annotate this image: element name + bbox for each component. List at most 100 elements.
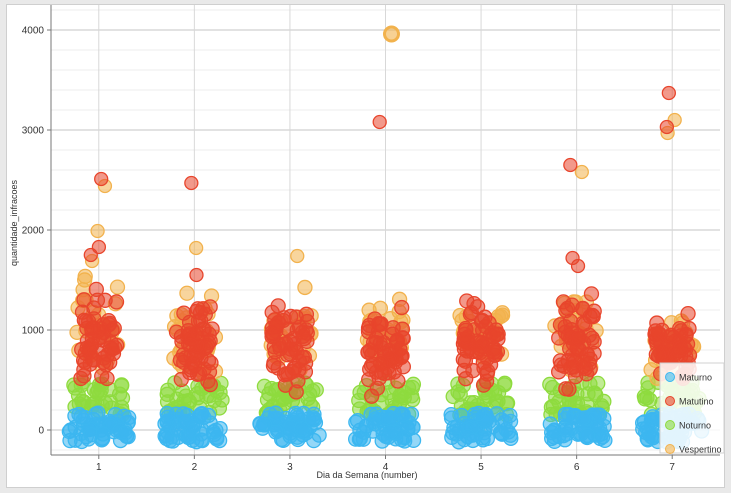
data-point [659, 119, 675, 135]
chart-frame: 1 2 3 4 5 6 7 0 1000 2000 3000 4000 Dia da Semana … [6, 4, 725, 488]
data-point [173, 371, 189, 388]
data-point [596, 393, 612, 410]
data-point [83, 247, 98, 263]
data-point [465, 432, 481, 449]
data-point [559, 300, 576, 317]
data-point [663, 327, 679, 343]
data-point [175, 406, 191, 422]
data-point [449, 419, 465, 435]
data-point [196, 409, 212, 426]
data-point [265, 358, 282, 374]
data-point [77, 410, 93, 426]
x-tick-label: 6 [574, 462, 580, 473]
data-point [390, 373, 406, 389]
data-point [378, 409, 394, 426]
data-point [278, 366, 294, 382]
data-point [640, 380, 656, 396]
data-point [278, 335, 294, 352]
data-point [639, 420, 655, 436]
data-point [489, 327, 505, 343]
data-point [297, 279, 313, 296]
data-point [680, 305, 696, 322]
data-point [288, 384, 304, 400]
scatter-chart: 1 2 3 4 5 6 7 0 1000 2000 3000 4000 Dia da Semana … [9, 5, 725, 480]
data-point [275, 391, 291, 407]
data-point [189, 267, 204, 283]
data-point [372, 114, 387, 130]
data-point [552, 317, 569, 333]
data-point [104, 341, 120, 357]
data-point [479, 430, 496, 447]
data-point [267, 405, 284, 421]
data-point [159, 405, 175, 422]
data-point [489, 406, 505, 422]
data-point [179, 285, 195, 301]
data-point [289, 344, 305, 361]
data-point [297, 355, 314, 371]
data-point [571, 330, 587, 346]
data-point [94, 368, 110, 384]
data-point [474, 322, 491, 338]
data-point [86, 311, 102, 327]
data-point [546, 422, 563, 438]
data-point [575, 410, 591, 426]
data-point [211, 400, 228, 416]
data-point [673, 340, 689, 357]
data-point [574, 164, 589, 180]
data-point [304, 412, 321, 428]
data-point [117, 425, 133, 441]
data-point [90, 223, 105, 239]
data-point [500, 424, 517, 440]
data-point [364, 388, 380, 404]
x-tick-label: 5 [478, 462, 484, 473]
data-point [77, 268, 93, 285]
data-point [157, 428, 173, 444]
data-point [202, 376, 218, 393]
data-point [348, 414, 364, 430]
data-point [189, 240, 204, 256]
data-point [259, 392, 276, 408]
legend-label: Matutino [679, 397, 714, 407]
data-point [469, 344, 485, 360]
data-point [649, 336, 665, 352]
x-axis-title: Dia da Semana (number) [316, 470, 417, 480]
data-point [373, 316, 389, 332]
x-tick-label: 7 [669, 462, 675, 473]
data-point [561, 381, 577, 397]
data-point [181, 314, 198, 330]
data-point [579, 427, 596, 443]
data-point [74, 341, 90, 358]
data-point [394, 299, 410, 316]
data-point [302, 386, 318, 402]
data-point [95, 426, 111, 442]
data-point [597, 432, 613, 449]
data-point [471, 405, 487, 421]
data-point [586, 345, 602, 362]
data-point [459, 329, 476, 346]
data-point [102, 354, 118, 370]
legend-label: Maturno [679, 373, 712, 383]
data-point [94, 171, 109, 187]
data-point [111, 386, 128, 402]
data-point [583, 286, 600, 302]
data-point [486, 385, 503, 401]
legend-swatch [665, 372, 675, 382]
data-point [445, 388, 461, 405]
data-point [570, 258, 586, 274]
legend-label: Vespertino [679, 445, 722, 455]
data-point [372, 355, 389, 371]
data-point [351, 431, 368, 447]
legend-swatch [665, 444, 675, 454]
data-point [563, 157, 578, 173]
data-point [108, 294, 125, 310]
data-point [475, 377, 492, 393]
legend-swatch [665, 396, 675, 406]
data-point [458, 371, 474, 387]
data-point [201, 364, 218, 380]
data-point [252, 416, 268, 432]
x-tick-label: 1 [96, 462, 102, 473]
data-point [455, 351, 472, 368]
y-axis-ticks: 0 1000 2000 3000 4000 [22, 26, 51, 437]
legend: Maturno Matutino Noturno Vespertino [659, 362, 725, 455]
y-axis-title: quantidade_infracoes [9, 179, 19, 266]
